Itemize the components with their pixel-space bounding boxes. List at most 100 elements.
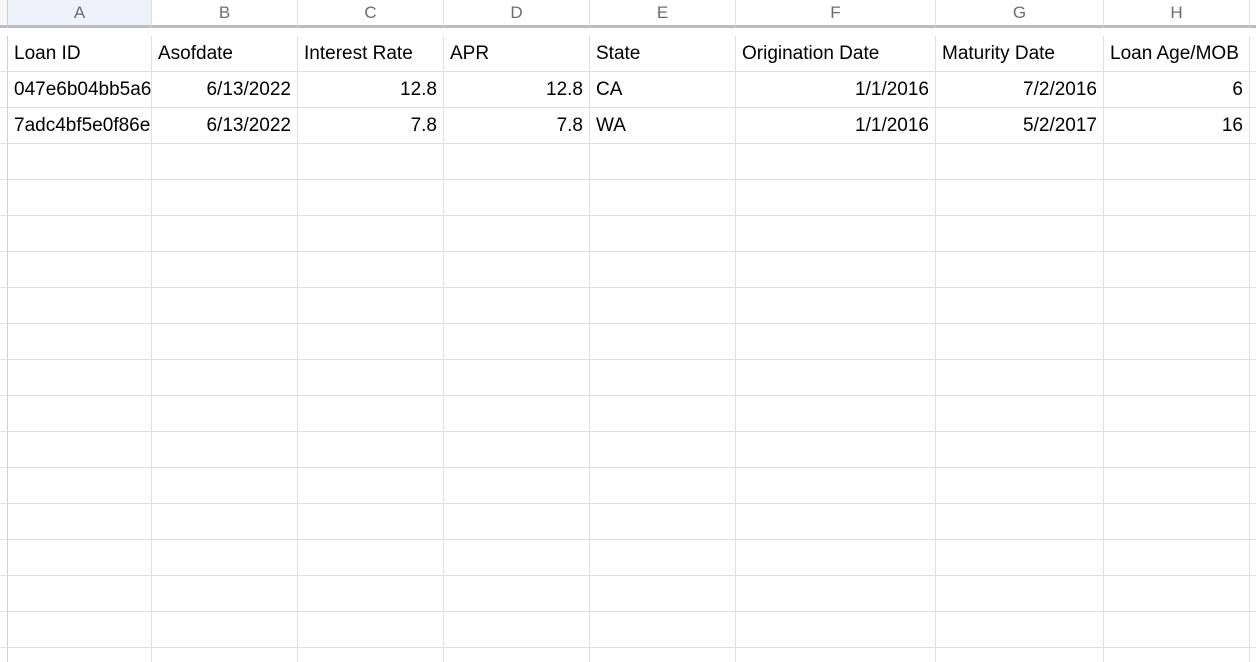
row-header-blank[interactable] xyxy=(0,360,8,396)
empty-cell[interactable] xyxy=(444,180,590,216)
header-cell-C[interactable]: Interest Rate xyxy=(298,36,444,72)
empty-cell[interactable] xyxy=(444,468,590,504)
empty-cell[interactable] xyxy=(936,576,1104,612)
empty-cell[interactable] xyxy=(152,252,298,288)
empty-cell[interactable] xyxy=(152,540,298,576)
empty-cell[interactable] xyxy=(444,144,590,180)
empty-cell[interactable] xyxy=(8,288,152,324)
cell-overflow[interactable] xyxy=(1250,432,1256,468)
empty-cell[interactable] xyxy=(1104,252,1250,288)
empty-cell[interactable] xyxy=(1104,144,1250,180)
empty-cell[interactable] xyxy=(736,468,936,504)
empty-cell[interactable] xyxy=(298,144,444,180)
empty-cell[interactable] xyxy=(152,648,298,662)
cell-overflow[interactable] xyxy=(1250,216,1256,252)
empty-cell[interactable] xyxy=(8,648,152,662)
header-cell-D[interactable]: APR xyxy=(444,36,590,72)
empty-cell[interactable] xyxy=(8,612,152,648)
row-header-blank[interactable] xyxy=(0,396,8,432)
empty-cell[interactable] xyxy=(444,288,590,324)
empty-cell[interactable] xyxy=(152,216,298,252)
header-cell-B[interactable]: Asofdate xyxy=(152,36,298,72)
column-header-overflow[interactable] xyxy=(1250,0,1256,28)
empty-cell[interactable] xyxy=(298,648,444,662)
empty-cell[interactable] xyxy=(152,612,298,648)
empty-cell[interactable] xyxy=(298,252,444,288)
empty-cell[interactable] xyxy=(152,144,298,180)
row-header-blank[interactable] xyxy=(0,180,8,216)
row-header-blank[interactable] xyxy=(0,576,8,612)
empty-cell[interactable] xyxy=(590,468,736,504)
empty-cell[interactable] xyxy=(590,252,736,288)
data-cell[interactable]: 6/13/2022 xyxy=(152,72,298,108)
empty-cell[interactable] xyxy=(444,360,590,396)
cell-overflow[interactable] xyxy=(1250,108,1256,144)
cell-overflow[interactable] xyxy=(1250,504,1256,540)
empty-cell[interactable] xyxy=(1104,504,1250,540)
empty-cell[interactable] xyxy=(590,144,736,180)
empty-cell[interactable] xyxy=(8,216,152,252)
empty-cell[interactable] xyxy=(152,180,298,216)
empty-cell[interactable] xyxy=(444,324,590,360)
column-header-G[interactable]: G xyxy=(936,0,1104,28)
empty-cell[interactable] xyxy=(590,540,736,576)
cell-overflow[interactable] xyxy=(1250,540,1256,576)
corner-select-all[interactable] xyxy=(0,0,8,28)
empty-cell[interactable] xyxy=(152,396,298,432)
data-cell[interactable]: 047e6b04bb5a6 xyxy=(8,72,152,108)
empty-cell[interactable] xyxy=(1104,648,1250,662)
row-header-blank[interactable] xyxy=(0,468,8,504)
row-header-blank[interactable] xyxy=(0,288,8,324)
data-cell[interactable]: 1/1/2016 xyxy=(736,108,936,144)
empty-cell[interactable] xyxy=(1104,468,1250,504)
data-cell[interactable]: 6/13/2022 xyxy=(152,108,298,144)
empty-cell[interactable] xyxy=(590,612,736,648)
empty-cell[interactable] xyxy=(590,180,736,216)
empty-cell[interactable] xyxy=(152,468,298,504)
header-cell-F[interactable]: Origination Date xyxy=(736,36,936,72)
data-cell[interactable]: 7.8 xyxy=(444,108,590,144)
header-cell-A[interactable]: Loan ID xyxy=(8,36,152,72)
empty-cell[interactable] xyxy=(936,324,1104,360)
row-header-3[interactable] xyxy=(0,108,8,144)
empty-cell[interactable] xyxy=(590,216,736,252)
empty-cell[interactable] xyxy=(1104,396,1250,432)
empty-cell[interactable] xyxy=(590,396,736,432)
data-cell[interactable]: 7adc4bf5e0f86e xyxy=(8,108,152,144)
empty-cell[interactable] xyxy=(936,468,1104,504)
empty-cell[interactable] xyxy=(590,360,736,396)
empty-cell[interactable] xyxy=(736,612,936,648)
empty-cell[interactable] xyxy=(936,144,1104,180)
data-cell[interactable]: 5/2/2017 xyxy=(936,108,1104,144)
empty-cell[interactable] xyxy=(444,504,590,540)
data-cell[interactable]: 1/1/2016 xyxy=(736,72,936,108)
empty-cell[interactable] xyxy=(936,180,1104,216)
data-cell[interactable]: CA xyxy=(590,72,736,108)
empty-cell[interactable] xyxy=(444,216,590,252)
cell-overflow[interactable] xyxy=(1250,324,1256,360)
data-cell[interactable]: 7.8 xyxy=(298,108,444,144)
empty-cell[interactable] xyxy=(736,252,936,288)
empty-cell[interactable] xyxy=(444,648,590,662)
empty-cell[interactable] xyxy=(298,360,444,396)
row-header-blank[interactable] xyxy=(0,540,8,576)
data-cell[interactable]: 12.8 xyxy=(298,72,444,108)
empty-cell[interactable] xyxy=(8,540,152,576)
empty-cell[interactable] xyxy=(298,396,444,432)
empty-cell[interactable] xyxy=(298,504,444,540)
empty-cell[interactable] xyxy=(1104,216,1250,252)
empty-cell[interactable] xyxy=(1104,360,1250,396)
empty-cell[interactable] xyxy=(590,648,736,662)
empty-cell[interactable] xyxy=(736,504,936,540)
empty-cell[interactable] xyxy=(298,468,444,504)
row-header-blank[interactable] xyxy=(0,612,8,648)
empty-cell[interactable] xyxy=(736,576,936,612)
empty-cell[interactable] xyxy=(936,360,1104,396)
column-header-H[interactable]: H xyxy=(1104,0,1250,28)
empty-cell[interactable] xyxy=(152,288,298,324)
empty-cell[interactable] xyxy=(8,504,152,540)
empty-cell[interactable] xyxy=(8,324,152,360)
column-header-B[interactable]: B xyxy=(152,0,298,28)
row-header-blank[interactable] xyxy=(0,324,8,360)
cell-overflow[interactable] xyxy=(1250,468,1256,504)
